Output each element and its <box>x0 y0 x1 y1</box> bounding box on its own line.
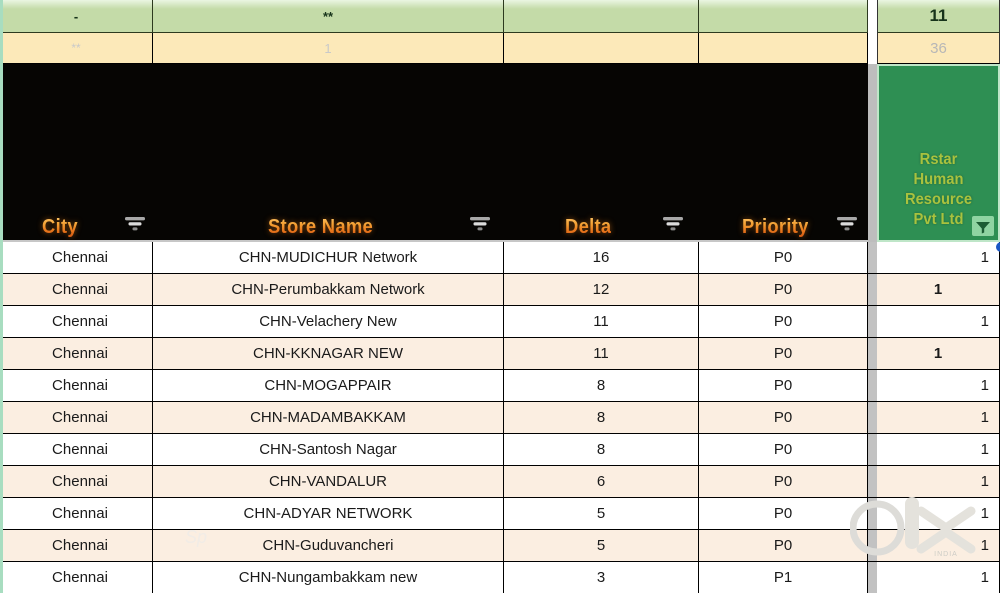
svg-text:INDIA: INDIA <box>934 551 958 558</box>
